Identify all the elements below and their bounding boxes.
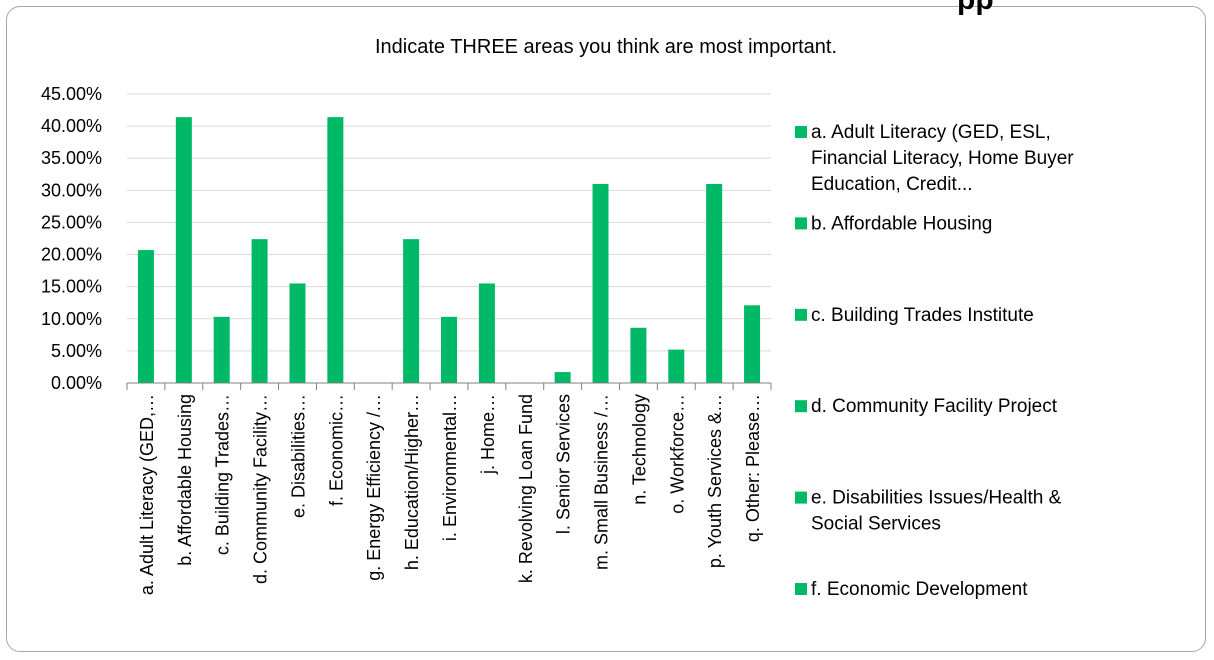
x-tick-labels: a. Adult Literacy (GED,… b. Affordable Ho… — [137, 394, 763, 595]
x-tick-label: p. Youth Services &… — [705, 394, 725, 568]
legend-swatch — [795, 491, 807, 504]
x-tick-label: h. Education/Higher… — [402, 394, 422, 570]
legend-label: Financial Literacy, Home Buyer — [811, 148, 1074, 169]
bar — [327, 117, 344, 384]
y-tick-label: 40.00% — [41, 116, 102, 136]
legend-label: Education, Credit... — [811, 174, 973, 195]
x-tick-label: a. Adult Literacy (GED,… — [137, 394, 157, 595]
overflow-text: pp — [957, 0, 994, 17]
legend-swatch — [795, 400, 807, 413]
axes — [126, 382, 772, 390]
legend-label: e. Disabilities Issues/Health & — [811, 488, 1062, 509]
legend-label: d. Community Facility Project — [811, 396, 1058, 417]
bar — [706, 183, 723, 383]
bar — [175, 117, 192, 384]
bar — [289, 283, 306, 383]
y-tick-label: 10.00% — [41, 309, 102, 329]
x-tick-label: j. Home… — [478, 394, 498, 475]
y-tick-label: 30.00% — [41, 180, 102, 200]
bar — [441, 316, 457, 383]
x-tick-label: g. Energy Efficiency /… — [364, 394, 384, 581]
x-tick-label: k. Revolving Loan Fund — [516, 394, 536, 583]
bar — [554, 372, 571, 383]
x-tick-label: l. Senior Services — [554, 394, 574, 534]
bars — [137, 117, 761, 384]
x-tick-label: c. Building Trades… — [213, 394, 233, 555]
y-tick-label: 5.00% — [51, 341, 102, 361]
bar — [630, 327, 647, 383]
gridlines — [127, 93, 771, 352]
chart-title: Indicate THREE areas you think are most … — [375, 36, 837, 58]
legend: a. Adult Literacy (GED, ESL, Financial Li… — [795, 122, 1074, 600]
legend-label: Social Services — [811, 514, 941, 535]
bar — [668, 349, 685, 383]
bar — [213, 316, 230, 383]
y-tick-label: 20.00% — [41, 245, 102, 265]
y-tick-label: 25.00% — [41, 212, 102, 232]
x-tick-label: b. Affordable Housing — [175, 394, 195, 566]
x-tick-label: d. Community Facility… — [251, 394, 271, 584]
y-tick-label: 45.00% — [41, 84, 102, 104]
legend-label: f. Economic Development — [811, 579, 1028, 600]
y-tick-label: 35.00% — [41, 148, 102, 168]
legend-swatch — [795, 217, 807, 230]
legend-swatch — [795, 308, 807, 321]
bar — [744, 305, 761, 383]
legend-label: a. Adult Literacy (GED, ESL, — [811, 122, 1051, 143]
legend-label: c. Building Trades Institute — [811, 305, 1034, 326]
bar — [403, 239, 420, 383]
x-tick-label: n. Technology — [629, 394, 649, 505]
x-tick-label: f. Economic… — [326, 394, 346, 506]
y-tick-labels: 0.00% 5.00% 10.00% 15.00% 20.00% 25.00% 30.00%… — [41, 84, 102, 393]
bar — [251, 239, 268, 383]
x-tick-label: i. Environmental… — [440, 394, 460, 541]
bar — [592, 183, 609, 383]
legend-swatch — [795, 126, 807, 138]
legend-swatch — [795, 583, 807, 595]
y-tick-label: 15.00% — [41, 277, 102, 297]
x-tick-label: q. Other: Please… — [743, 394, 763, 542]
bar — [137, 250, 154, 383]
x-tick-label: m. Small Business /… — [592, 394, 612, 570]
x-tick-label: o. Workforce… — [667, 394, 687, 514]
legend-label: b. Affordable Housing — [811, 213, 992, 234]
bar — [478, 283, 495, 383]
x-tick-label: e. Disabilities… — [288, 394, 308, 518]
y-tick-label: 0.00% — [51, 373, 102, 393]
